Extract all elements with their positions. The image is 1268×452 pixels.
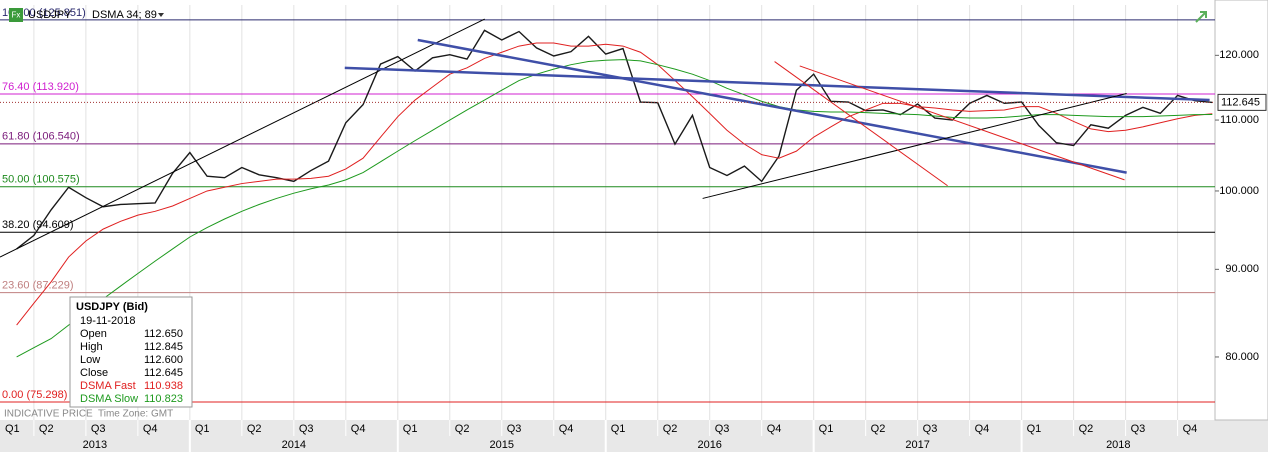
x-tick-label: Q4 (143, 423, 158, 435)
info-date: 19-11-2018 (80, 315, 135, 327)
trendline (799, 65, 1125, 181)
x-tick-label: Q4 (351, 423, 366, 435)
x-tick-label: Q2 (247, 423, 262, 435)
info-row-value: 110.938 (144, 380, 183, 392)
info-row-value: 112.845 (144, 341, 183, 353)
x-tick-label: Q4 (559, 423, 574, 435)
x-tick-label: Q1 (195, 423, 210, 435)
indicator[interactable]: DSMA 34; 89 (92, 9, 157, 21)
trendline (774, 61, 948, 187)
info-row-label: DSMA Fast (80, 380, 136, 392)
trendline (702, 93, 1127, 199)
x-tick-label: Q1 (1027, 423, 1042, 435)
x-tick-label: Q3 (299, 423, 314, 435)
fib-label: 0.00 (75.298) (2, 389, 67, 401)
x-tick-label: Q2 (871, 423, 886, 435)
x-tick-label: Q1 (611, 423, 626, 435)
x-tick-label: Q3 (1131, 423, 1146, 435)
fib-label: 50.00 (100.575) (2, 174, 80, 186)
x-tick-label: Q2 (39, 423, 54, 435)
info-title: USDJPY (Bid) (76, 301, 148, 313)
indicator-line (16, 59, 1213, 358)
x-tick-label: Q3 (923, 423, 938, 435)
info-row-label: Close (80, 367, 108, 379)
x-tick-label: Q1 (403, 423, 418, 435)
y-tick-label: 100.000 (1219, 185, 1259, 197)
info-row-label: Open (80, 328, 107, 340)
info-row-value: 112.650 (144, 328, 183, 340)
last-price-label: 112.645 (1221, 96, 1260, 108)
info-row-label: High (80, 341, 103, 353)
info-box (69, 296, 193, 408)
dropdown-arrow[interactable] (158, 13, 164, 17)
trendline (417, 38, 1127, 174)
x-tick-label: Q2 (1079, 423, 1094, 435)
x-tick-label: Q1 (5, 423, 20, 435)
x-tick-label: Q3 (507, 423, 522, 435)
x-tick-label: Q2 (455, 423, 470, 435)
fib-label: 61.80 (106.540) (2, 131, 80, 143)
x-tick-label: Q4 (767, 423, 782, 435)
x-tick-label: Q4 (1183, 423, 1198, 435)
info-row-label: Low (80, 354, 100, 366)
year-label: 2016 (697, 439, 721, 451)
y-tick-label: 110.000 (1220, 114, 1259, 126)
x-tick-label: Q3 (715, 423, 730, 435)
trendline (344, 66, 1210, 102)
year-label: 2013 (83, 439, 107, 451)
y-tick-label: 90.000 (1225, 263, 1259, 275)
time-zone: Time Zone: GMT (98, 409, 173, 420)
last-price-box (1217, 93, 1267, 111)
year-label: 2018 (1106, 439, 1130, 451)
info-row-value: 112.600 (144, 354, 183, 366)
x-axis-band (0, 420, 1268, 452)
info-row-value: 112.645 (144, 367, 183, 379)
price-type: INDICATIVE PRICE (4, 409, 93, 420)
x-tick-label: Q1 (819, 423, 834, 435)
x-tick-label: Q4 (975, 423, 990, 435)
fib-label: 76.40 (113.920) (2, 81, 79, 93)
x-tick-label: Q2 (663, 423, 678, 435)
y-axis-panel (1214, 0, 1268, 421)
y-tick-label: 120.000 (1219, 49, 1259, 61)
fib-label: 23.60 (87.229) (2, 280, 74, 292)
fx-icon[interactable] (9, 8, 23, 22)
symbol[interactable]: USDJPY (28, 9, 72, 21)
price-line (16, 29, 1213, 250)
info-row-label: DSMA Slow (80, 393, 138, 405)
fx-icon-text: Fx (12, 11, 21, 20)
year-label: 2017 (905, 439, 929, 451)
year-label: 2015 (490, 439, 514, 451)
y-tick-label: 80.000 (1225, 351, 1259, 363)
year-label: 2014 (282, 439, 306, 451)
indicator-line (16, 42, 1213, 326)
info-row-value: 110.823 (144, 393, 183, 405)
fib-label: 38.20 (94.609) (2, 219, 74, 231)
expand-icon[interactable] (1195, 11, 1207, 23)
trendline (0, 18, 485, 258)
x-tick-label: Q3 (91, 423, 106, 435)
